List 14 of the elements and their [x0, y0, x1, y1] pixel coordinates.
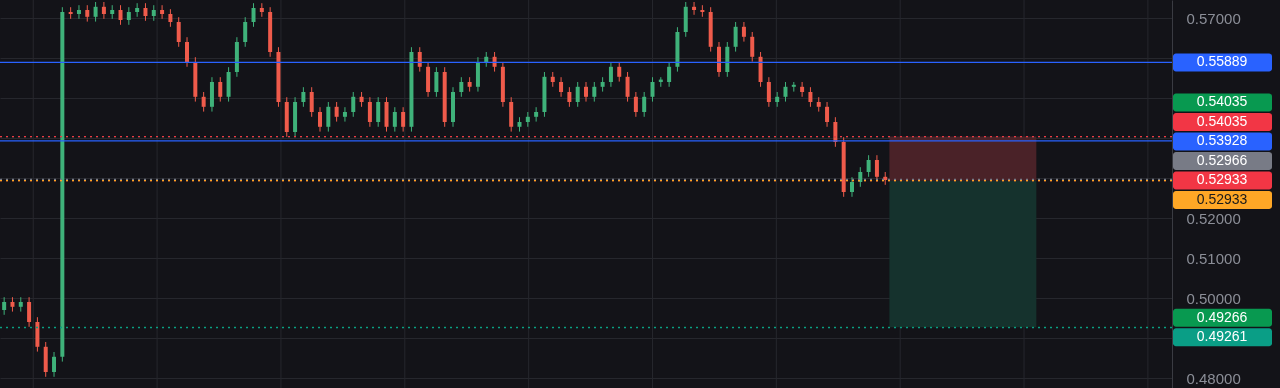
ref-line-label: 0.49266 — [1196, 308, 1248, 325]
y-tick-label: 0.51000 — [1186, 249, 1241, 267]
ref-line-label: 0.52933 — [1196, 171, 1248, 188]
y-tick-label: 0.48000 — [1186, 369, 1241, 387]
y-tick-label: 0.52000 — [1186, 209, 1241, 227]
ref-line-label: 0.49261 — [1196, 328, 1248, 345]
y-tick-label: 0.57000 — [1186, 9, 1241, 27]
ref-line-label: 0.55889 — [1196, 53, 1248, 70]
ref-line-label: 0.54035 — [1196, 93, 1248, 110]
ref-line-label: 0.54035 — [1196, 112, 1248, 129]
ref-line-label: 0.52933 — [1196, 190, 1248, 207]
ref-line-label: 0.53928 — [1196, 132, 1248, 149]
y-tick-label: 0.50000 — [1186, 289, 1241, 307]
ref-line-label: 0.52966 — [1196, 151, 1248, 168]
